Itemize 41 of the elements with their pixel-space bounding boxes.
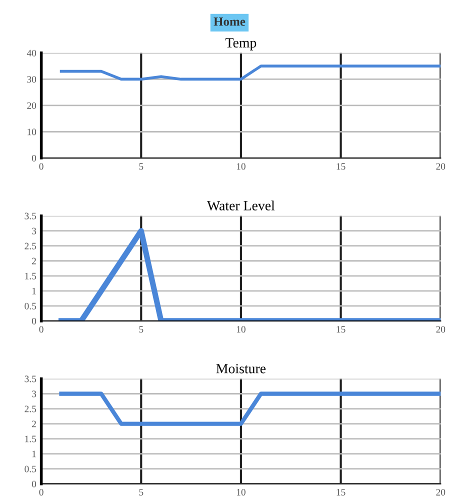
y-tick-label: 2 (32, 258, 36, 264)
x-tick-label: 20 (436, 326, 446, 333)
y-tick-label: 30 (27, 76, 36, 83)
y-tick-label: 0.5 (24, 302, 36, 310)
x-tick-label: 15 (336, 163, 346, 170)
x-tick-label: 0 (39, 163, 44, 170)
x-tick-label: 5 (139, 163, 144, 170)
chart-title: Temp (226, 38, 256, 50)
y-tick-label: 3 (32, 390, 36, 398)
x-tick-label: 5 (139, 326, 144, 333)
chart-title: Water Level (207, 200, 275, 210)
x-tick-label: 0 (39, 488, 44, 496)
y-tick-label: 2.5 (24, 406, 36, 412)
y-tick-label: 3.5 (24, 376, 36, 382)
x-tick-label: 20 (436, 163, 446, 170)
y-tick-label: 10 (28, 128, 36, 136)
y-tick-label: 3 (32, 228, 36, 234)
line-series (60, 64, 441, 81)
x-tick-label: 5 (139, 489, 144, 496)
x-tick-label: 10 (236, 488, 246, 496)
y-tick-label: 1 (32, 450, 36, 458)
y-tick-label: 1.5 (25, 272, 36, 280)
text: Home (214, 18, 246, 26)
chart-title: Moisture (216, 364, 266, 374)
y-tick-label: 2 (32, 420, 36, 428)
y-tick-label: 2.5 (24, 242, 36, 250)
x-tick-label: 10 (236, 326, 246, 333)
y-tick-label: 3.5 (24, 212, 36, 220)
y-tick-label: 0 (32, 480, 36, 488)
x-tick-label: 15 (336, 326, 346, 333)
x-tick-label: 15 (336, 489, 346, 496)
y-tick-label: 40 (26, 50, 36, 56)
x-tick-label: 20 (436, 488, 446, 496)
y-tick-label: 1.5 (25, 436, 36, 442)
y-tick-label: 0 (32, 154, 36, 162)
y-tick-label: 1 (32, 288, 36, 294)
y-tick-label: 0.5 (24, 466, 36, 472)
x-tick-label: 0 (39, 326, 44, 333)
y-tick-label: 20 (27, 102, 36, 109)
x-tick-label: 10 (236, 163, 246, 170)
y-tick-label: 0 (32, 318, 36, 324)
